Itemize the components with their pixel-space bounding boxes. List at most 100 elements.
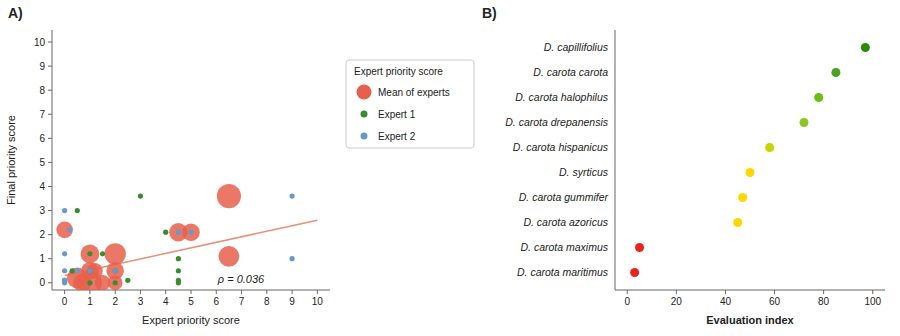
y-tick bbox=[48, 282, 52, 283]
y-axis-line bbox=[52, 30, 53, 290]
x-tick-label: 3 bbox=[138, 296, 144, 307]
point bbox=[113, 268, 118, 273]
point bbox=[113, 280, 118, 285]
trendline bbox=[65, 220, 318, 275]
point bbox=[163, 230, 168, 235]
legend-marker bbox=[357, 85, 372, 100]
y-tick-label: D. carota maritimus bbox=[517, 266, 609, 278]
point bbox=[62, 268, 67, 273]
bubble bbox=[217, 184, 241, 208]
y-tick-label: 5 bbox=[39, 157, 45, 168]
dot bbox=[738, 193, 747, 202]
series bbox=[62, 194, 295, 286]
x-tick-label: 1 bbox=[87, 296, 93, 307]
y-tick bbox=[48, 138, 52, 139]
dot bbox=[800, 118, 809, 127]
y-tick-label: 8 bbox=[39, 85, 45, 96]
x-tick-label: 40 bbox=[720, 296, 732, 307]
y-tick-label: D. carota azoricus bbox=[523, 216, 608, 228]
point bbox=[62, 278, 67, 283]
panel-b: B)020406080100D. carota maritimusD. caro… bbox=[482, 5, 885, 326]
y-tick bbox=[48, 90, 52, 91]
x-tick bbox=[216, 290, 217, 294]
series bbox=[56, 184, 241, 290]
point bbox=[176, 268, 181, 273]
x-tick-label: 60 bbox=[769, 296, 781, 307]
y-tick bbox=[48, 162, 52, 163]
x-tick bbox=[191, 290, 192, 294]
point bbox=[125, 278, 130, 283]
dot bbox=[635, 243, 644, 252]
legend: Expert priority scoreMean of expertsExpe… bbox=[346, 60, 474, 148]
bubble bbox=[56, 221, 73, 238]
point bbox=[75, 268, 80, 273]
point bbox=[176, 278, 181, 283]
x-tick-label: 100 bbox=[864, 296, 881, 307]
x-tick bbox=[64, 290, 65, 294]
x-tick bbox=[725, 290, 726, 294]
x-tick bbox=[140, 290, 141, 294]
point bbox=[289, 194, 294, 199]
y-tick-label: 0 bbox=[39, 277, 45, 288]
y-tick-label: D. carota drepanensis bbox=[505, 116, 608, 128]
series bbox=[62, 194, 181, 286]
point bbox=[87, 268, 92, 273]
x-tick-label: 10 bbox=[312, 296, 324, 307]
x-tick bbox=[676, 290, 677, 294]
point bbox=[176, 256, 181, 261]
bubble bbox=[182, 223, 200, 241]
legend-entry: Expert 2 bbox=[378, 131, 416, 142]
legend-marker bbox=[361, 111, 368, 118]
dot bbox=[746, 168, 755, 177]
y-tick-label: 1 bbox=[39, 253, 45, 264]
x-tick bbox=[115, 290, 116, 294]
x-tick-label: 0 bbox=[62, 296, 68, 307]
point bbox=[62, 251, 67, 256]
dot bbox=[861, 43, 870, 52]
y-tick-label: D. carota halophilus bbox=[515, 91, 609, 103]
point bbox=[100, 251, 105, 256]
y-tick bbox=[48, 66, 52, 67]
plot-area bbox=[56, 184, 317, 290]
point bbox=[70, 268, 75, 273]
y-tick-label: 2 bbox=[39, 229, 45, 240]
x-tick bbox=[317, 290, 318, 294]
y-tick-label: 9 bbox=[39, 61, 45, 72]
y-tick-label: D. syrticus bbox=[559, 166, 609, 178]
x-tick-label: 7 bbox=[239, 296, 245, 307]
x-tick-label: 2 bbox=[112, 296, 118, 307]
x-tick-label: 5 bbox=[188, 296, 194, 307]
point bbox=[87, 251, 92, 256]
x-tick bbox=[823, 290, 824, 294]
x-tick-label: 0 bbox=[624, 296, 630, 307]
point bbox=[176, 230, 181, 235]
dot bbox=[630, 268, 639, 277]
bubble bbox=[81, 244, 100, 263]
x-tick-label: 4 bbox=[163, 296, 169, 307]
bubble bbox=[219, 246, 240, 267]
point bbox=[62, 208, 67, 213]
legend-title: Expert priority score bbox=[354, 66, 443, 77]
bubble bbox=[104, 243, 125, 264]
x-axis-label: Evaluation index bbox=[706, 314, 794, 326]
dot bbox=[831, 68, 840, 77]
point bbox=[138, 194, 143, 199]
point bbox=[188, 230, 193, 235]
point bbox=[62, 278, 67, 283]
legend-entry: Expert 1 bbox=[378, 109, 416, 120]
point bbox=[87, 280, 92, 285]
x-tick-label: 9 bbox=[289, 296, 295, 307]
y-tick-label: D. capillifolius bbox=[544, 41, 609, 53]
dot bbox=[765, 143, 774, 152]
x-tick-label: 6 bbox=[213, 296, 219, 307]
y-axis-label: Final priority score bbox=[5, 115, 17, 205]
panel-label: A) bbox=[8, 5, 23, 21]
x-tick bbox=[241, 290, 242, 294]
y-tick bbox=[48, 186, 52, 187]
x-axis-line bbox=[615, 290, 885, 291]
legend-box bbox=[346, 60, 474, 148]
y-tick-label: D. carota carota bbox=[533, 66, 608, 78]
x-tick-label: 80 bbox=[818, 296, 830, 307]
x-tick bbox=[89, 290, 90, 294]
y-tick-label: D. carota gummifer bbox=[519, 191, 609, 203]
